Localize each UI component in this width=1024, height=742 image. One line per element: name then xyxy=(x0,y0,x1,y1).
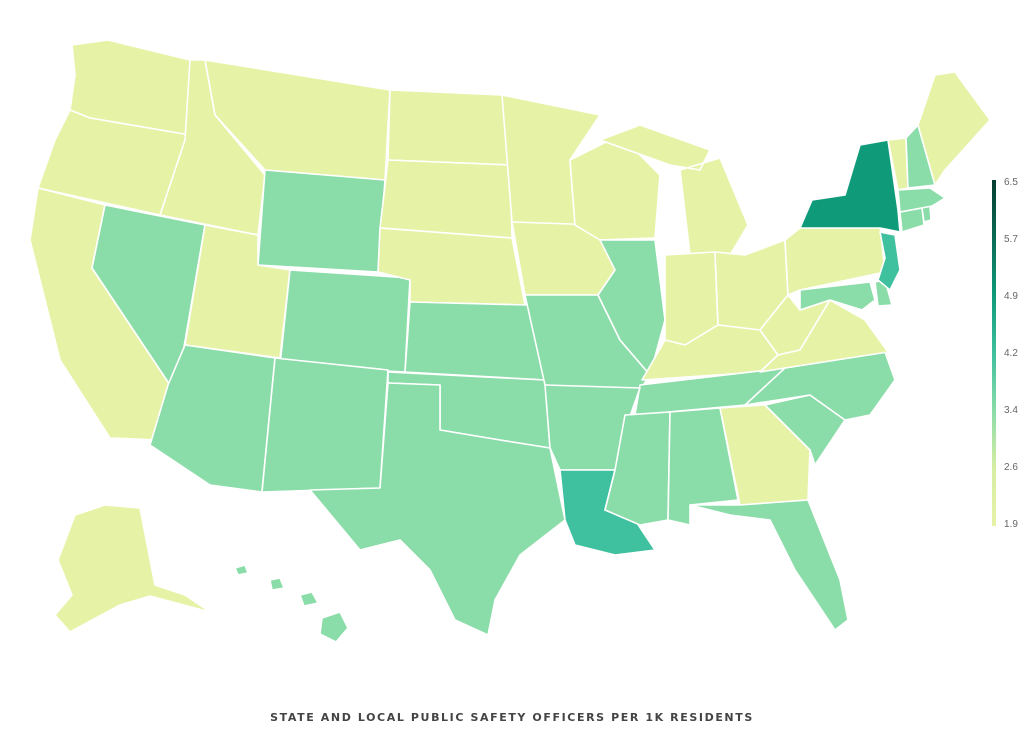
legend-color-bar xyxy=(992,180,996,526)
state-FL[interactable] xyxy=(689,499,849,631)
color-scale-legend xyxy=(992,180,996,526)
state-MI[interactable] xyxy=(599,124,749,256)
state-SD[interactable] xyxy=(379,159,513,239)
state-TX[interactable] xyxy=(309,382,566,636)
state-VA[interactable] xyxy=(759,299,889,373)
state-MA[interactable] xyxy=(897,187,946,213)
legend-tick-4-9: 4.9 xyxy=(1004,291,1018,302)
legend-tick-6-5: 6.5 xyxy=(1004,177,1018,188)
legend-tick-4-2: 4.2 xyxy=(1004,348,1018,359)
state-GA[interactable] xyxy=(719,404,811,506)
state-MD[interactable] xyxy=(799,281,876,311)
state-NJ[interactable] xyxy=(877,231,901,291)
state-IL[interactable] xyxy=(597,239,666,376)
state-HI[interactable] xyxy=(234,564,349,643)
state-WY[interactable] xyxy=(257,169,386,273)
legend-tick-2-6: 2.6 xyxy=(1004,462,1018,473)
state-NY[interactable] xyxy=(799,139,901,233)
legend-tick-5-7: 5.7 xyxy=(1004,234,1018,245)
state-CO[interactable] xyxy=(279,269,411,373)
map-caption: STATE AND LOCAL PUBLIC SAFETY OFFICERS P… xyxy=(270,711,754,724)
legend-tick-3-4: 3.4 xyxy=(1004,405,1018,416)
state-AK[interactable] xyxy=(54,504,211,633)
legend-tick-1-9: 1.9 xyxy=(1004,519,1018,530)
state-ND[interactable] xyxy=(387,89,511,166)
state-NM[interactable] xyxy=(261,357,389,493)
state-KS[interactable] xyxy=(404,301,546,381)
state-ME[interactable] xyxy=(917,71,991,186)
